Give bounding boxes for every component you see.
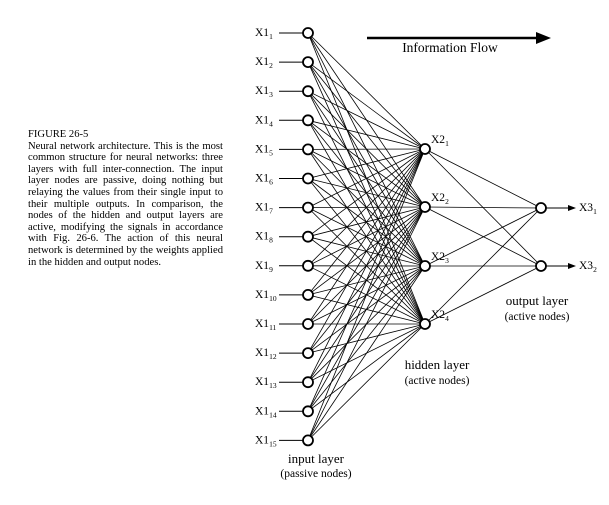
input-node-label: X114 xyxy=(255,405,277,419)
connection-line xyxy=(424,206,542,209)
input-node xyxy=(302,405,314,418)
input-node-label: X112 xyxy=(255,347,277,361)
hidden-node xyxy=(419,318,431,330)
output-node-label: X32 xyxy=(579,260,597,274)
input-node-label: X12 xyxy=(255,56,273,70)
output-arrowhead xyxy=(568,263,576,269)
connection-line xyxy=(307,323,426,412)
connection-lines xyxy=(279,32,576,441)
output-node xyxy=(535,260,547,272)
output-node-label: X31 xyxy=(579,202,597,216)
connection-line xyxy=(307,119,426,150)
hidden-node xyxy=(419,260,431,272)
output-node xyxy=(535,202,547,214)
hidden-node-label: X23 xyxy=(431,251,449,265)
connection-line xyxy=(307,148,426,383)
connection-line xyxy=(307,32,426,150)
input-node xyxy=(302,318,314,330)
connection-line xyxy=(307,148,426,325)
connection-line xyxy=(307,206,426,441)
hidden-node xyxy=(419,201,431,213)
input-node-label: X17 xyxy=(255,202,273,216)
connection-line xyxy=(424,206,542,267)
input-node-label: X16 xyxy=(255,173,273,187)
input-node-label: X113 xyxy=(255,376,277,390)
input-node xyxy=(302,114,314,127)
hidden-node-label: X24 xyxy=(431,309,449,323)
input-node xyxy=(302,259,314,272)
connection-line xyxy=(307,148,426,296)
input-node-label: X110 xyxy=(255,289,277,303)
connection-line xyxy=(307,148,426,179)
input-node-label: X14 xyxy=(255,114,273,128)
connection-line xyxy=(307,148,426,267)
connection-line xyxy=(307,265,426,412)
connection-line xyxy=(307,148,426,412)
connection-line xyxy=(307,90,426,150)
information-flow-label: Information Flow xyxy=(402,40,498,55)
input-layer-title: input layer xyxy=(288,451,345,466)
connection-line xyxy=(424,207,542,325)
input-node-label: X13 xyxy=(255,85,273,99)
connection-line xyxy=(307,148,426,238)
input-node xyxy=(302,347,314,360)
connection-line xyxy=(424,265,542,325)
information-flow-arrowhead xyxy=(536,32,551,44)
input-layer-subtitle: (passive nodes) xyxy=(280,468,351,480)
input-node-label: X18 xyxy=(255,231,273,245)
connection-line xyxy=(307,206,426,412)
input-node-label: X115 xyxy=(255,434,277,448)
input-node-label: X111 xyxy=(255,318,277,332)
connection-line xyxy=(307,265,426,441)
connection-line xyxy=(307,323,426,441)
hidden-layer-subtitle: (active nodes) xyxy=(405,375,470,387)
hidden-node-label: X21 xyxy=(431,134,449,148)
input-node xyxy=(302,143,314,156)
input-node-label: X15 xyxy=(255,143,273,157)
connection-line xyxy=(424,207,542,267)
node-labels: X11 X12 X13 X14 X15 X16 X17 X18 X19 X110 X111 X112 X… xyxy=(255,27,597,448)
figure-caption: FIGURE 26-5 Neural network architecture.… xyxy=(28,129,223,268)
caption-text: Neural network architecture. This is the… xyxy=(28,140,223,268)
hidden-layer-title: hidden layer xyxy=(405,357,470,372)
connection-line xyxy=(307,61,426,150)
input-node xyxy=(302,288,314,301)
input-node xyxy=(302,27,314,39)
output-layer-title: output layer xyxy=(506,293,569,308)
hidden-node-label: X22 xyxy=(431,192,449,206)
input-node xyxy=(302,201,314,214)
network-nodes xyxy=(302,27,547,447)
input-node xyxy=(302,56,314,68)
output-arrowhead xyxy=(568,205,576,211)
input-node xyxy=(302,172,314,185)
figure-label: FIGURE 26-5 xyxy=(28,129,89,140)
hidden-node xyxy=(419,143,431,155)
output-layer-subtitle: (active nodes) xyxy=(505,311,570,323)
input-node xyxy=(302,230,314,243)
connection-line xyxy=(307,148,426,208)
input-node xyxy=(302,376,314,389)
input-node-label: X19 xyxy=(255,260,273,274)
input-node xyxy=(302,85,314,98)
connection-line xyxy=(307,148,426,354)
connection-line xyxy=(424,148,542,209)
connection-line xyxy=(307,148,426,441)
input-node-label: X11 xyxy=(255,27,273,41)
input-node xyxy=(302,434,314,447)
